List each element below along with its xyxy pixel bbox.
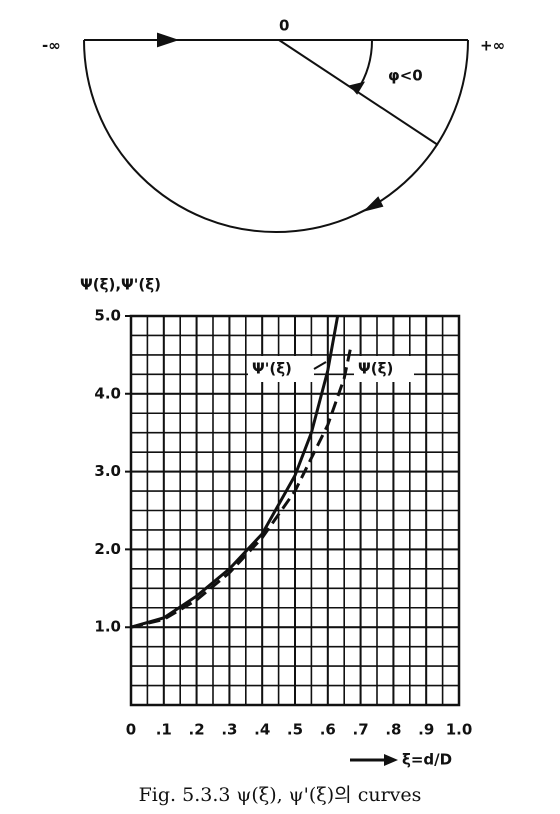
series-label-box: [248, 356, 314, 382]
curve: [130, 346, 353, 629]
x-tick-label: 1.0: [446, 721, 473, 739]
series-label-box: [354, 356, 414, 382]
x-tick-label: .5: [287, 721, 303, 739]
x-tick-label: .8: [385, 721, 401, 739]
series-label: Ψ(ξ): [358, 360, 393, 378]
arrow: [349, 81, 366, 95]
x-tick-label: .2: [189, 721, 205, 739]
contour-diagram: [83, 32, 469, 233]
origin-label: 0: [279, 17, 289, 35]
curve: [130, 315, 340, 629]
arrow: [362, 196, 384, 212]
x-tick-label: .7: [353, 721, 369, 739]
series-label: Ψ'(ξ): [252, 360, 292, 378]
leader: [313, 361, 327, 370]
arrow: [157, 32, 180, 48]
semicircle: [83, 39, 469, 233]
caption: Fig. 5.3.3 ψ(ξ), ψ'(ξ)의 curves: [139, 784, 422, 806]
ray: [278, 39, 439, 146]
x-tick-label: .3: [221, 721, 237, 739]
x-tick-label: .6: [320, 721, 336, 739]
y-tick-label: 5.0: [94, 307, 121, 325]
x-tick-label: .1: [156, 721, 172, 739]
y-tick-label: 3.0: [94, 462, 121, 480]
y-axis-label: Ψ(ξ),Ψ'(ξ): [80, 276, 161, 294]
x-tick-label: 0: [126, 721, 136, 739]
x-axis-label: ξ=d/D: [402, 751, 452, 769]
y-tick-label: 4.0: [94, 384, 121, 402]
x-arrow-head: [384, 754, 398, 766]
x-tick-label: .4: [254, 721, 270, 739]
y-tick-label: 1.0: [94, 618, 121, 636]
y-tick-label: 2.0: [94, 540, 121, 558]
right-label: +∞: [480, 37, 505, 55]
left-label: -∞: [42, 37, 61, 55]
angle-label: φ<0: [388, 67, 423, 85]
x-tick-label: .9: [418, 721, 434, 739]
